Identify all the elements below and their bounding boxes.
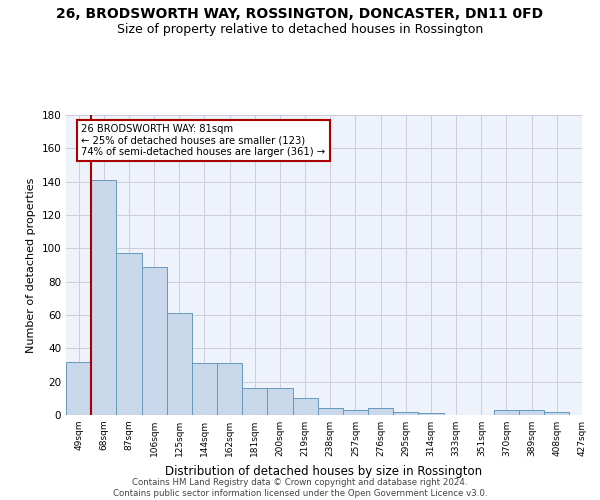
Bar [142, 266, 167, 415]
Bar [519, 410, 544, 415]
Bar [544, 412, 569, 415]
Bar [418, 414, 443, 415]
Text: Contains HM Land Registry data © Crown copyright and database right 2024.
Contai: Contains HM Land Registry data © Crown c… [113, 478, 487, 498]
Bar [343, 410, 368, 415]
Text: 26 BRODSWORTH WAY: 81sqm
← 25% of detached houses are smaller (123)
74% of semi-: 26 BRODSWORTH WAY: 81sqm ← 25% of detach… [82, 124, 326, 157]
Bar [167, 314, 192, 415]
Bar [192, 364, 217, 415]
Bar [494, 410, 519, 415]
Bar [91, 180, 116, 415]
Bar [116, 254, 142, 415]
Bar [318, 408, 343, 415]
Bar [217, 364, 242, 415]
Bar [66, 362, 91, 415]
Bar [293, 398, 318, 415]
Bar [268, 388, 293, 415]
Bar [368, 408, 393, 415]
Text: Size of property relative to detached houses in Rossington: Size of property relative to detached ho… [117, 22, 483, 36]
Y-axis label: Number of detached properties: Number of detached properties [26, 178, 36, 352]
Text: 26, BRODSWORTH WAY, ROSSINGTON, DONCASTER, DN11 0FD: 26, BRODSWORTH WAY, ROSSINGTON, DONCASTE… [56, 8, 544, 22]
X-axis label: Distribution of detached houses by size in Rossington: Distribution of detached houses by size … [166, 464, 482, 477]
Bar [393, 412, 418, 415]
Bar [242, 388, 268, 415]
